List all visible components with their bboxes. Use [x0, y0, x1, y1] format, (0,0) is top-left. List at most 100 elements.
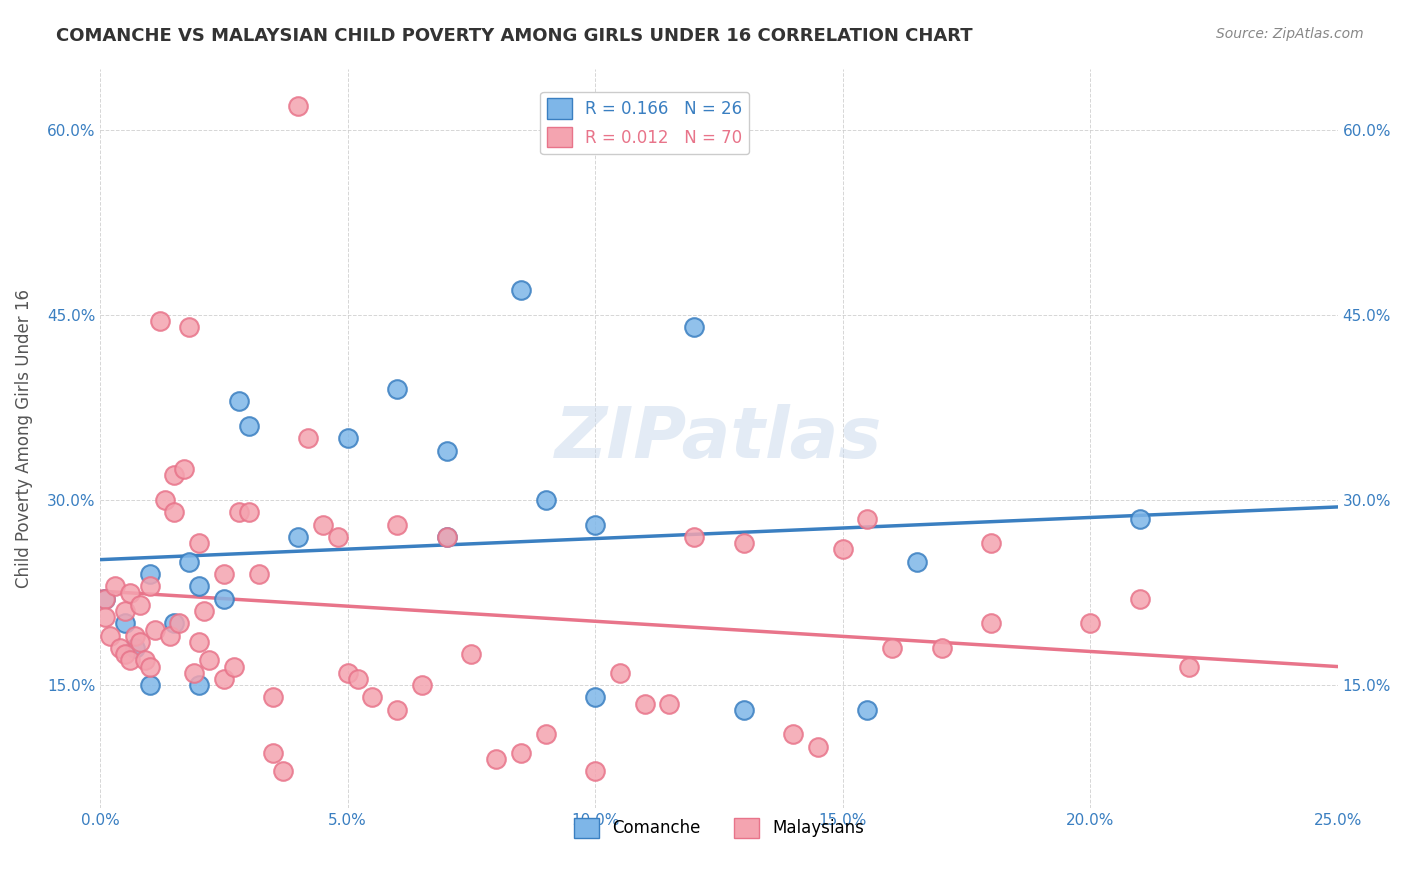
Point	[143, 623, 166, 637]
Point	[212, 672, 235, 686]
Point	[583, 517, 606, 532]
Point	[193, 604, 215, 618]
Point	[485, 752, 508, 766]
Point	[683, 530, 706, 544]
Point	[583, 764, 606, 779]
Point	[733, 703, 755, 717]
Point	[159, 629, 181, 643]
Point	[104, 579, 127, 593]
Point	[1178, 659, 1201, 673]
Point	[179, 555, 201, 569]
Point	[856, 703, 879, 717]
Point	[188, 635, 211, 649]
Point	[163, 616, 186, 631]
Point	[326, 530, 349, 544]
Point	[238, 506, 260, 520]
Point	[188, 678, 211, 692]
Point	[228, 394, 250, 409]
Legend: Comanche, Malaysians: Comanche, Malaysians	[567, 811, 870, 845]
Point	[188, 536, 211, 550]
Point	[683, 320, 706, 334]
Text: COMANCHE VS MALAYSIAN CHILD POVERTY AMONG GIRLS UNDER 16 CORRELATION CHART: COMANCHE VS MALAYSIAN CHILD POVERTY AMON…	[56, 27, 973, 45]
Point	[782, 727, 804, 741]
Point	[179, 320, 201, 334]
Text: ZIPatlas: ZIPatlas	[555, 404, 883, 473]
Point	[387, 703, 409, 717]
Point	[163, 506, 186, 520]
Point	[114, 648, 136, 662]
Point	[882, 641, 904, 656]
Point	[139, 659, 162, 673]
Point	[387, 517, 409, 532]
Point	[905, 555, 928, 569]
Point	[128, 598, 150, 612]
Point	[169, 616, 191, 631]
Point	[287, 98, 309, 112]
Point	[634, 697, 657, 711]
Point	[94, 610, 117, 624]
Point	[361, 690, 384, 705]
Point	[114, 616, 136, 631]
Text: Source: ZipAtlas.com: Source: ZipAtlas.com	[1216, 27, 1364, 41]
Point	[222, 659, 245, 673]
Point	[312, 517, 335, 532]
Point	[733, 536, 755, 550]
Point	[139, 579, 162, 593]
Point	[173, 462, 195, 476]
Point	[228, 506, 250, 520]
Point	[212, 567, 235, 582]
Point	[1129, 511, 1152, 525]
Point	[287, 530, 309, 544]
Point	[263, 746, 285, 760]
Point	[411, 678, 433, 692]
Point	[436, 530, 458, 544]
Point	[346, 672, 368, 686]
Point	[387, 382, 409, 396]
Point	[118, 653, 141, 667]
Y-axis label: Child Poverty Among Girls Under 16: Child Poverty Among Girls Under 16	[15, 289, 32, 588]
Point	[198, 653, 221, 667]
Point	[128, 635, 150, 649]
Point	[263, 690, 285, 705]
Point	[183, 665, 205, 680]
Point	[436, 530, 458, 544]
Point	[460, 648, 482, 662]
Point	[980, 616, 1002, 631]
Point	[931, 641, 953, 656]
Point	[94, 591, 117, 606]
Point	[273, 764, 295, 779]
Point	[114, 604, 136, 618]
Point	[238, 419, 260, 434]
Point	[118, 585, 141, 599]
Point	[108, 641, 131, 656]
Point	[856, 511, 879, 525]
Point	[436, 443, 458, 458]
Point	[583, 690, 606, 705]
Point	[139, 678, 162, 692]
Point	[510, 284, 533, 298]
Point	[336, 665, 359, 680]
Point	[153, 493, 176, 508]
Point	[336, 432, 359, 446]
Point	[247, 567, 270, 582]
Point	[124, 641, 146, 656]
Point	[807, 739, 830, 754]
Point	[831, 542, 853, 557]
Point	[124, 629, 146, 643]
Point	[139, 567, 162, 582]
Point	[658, 697, 681, 711]
Point	[534, 727, 557, 741]
Point	[212, 591, 235, 606]
Point	[510, 746, 533, 760]
Point	[297, 432, 319, 446]
Point	[1129, 591, 1152, 606]
Point	[98, 629, 121, 643]
Point	[163, 468, 186, 483]
Point	[134, 653, 156, 667]
Point	[534, 493, 557, 508]
Point	[1078, 616, 1101, 631]
Point	[149, 314, 172, 328]
Point	[188, 579, 211, 593]
Point	[980, 536, 1002, 550]
Point	[609, 665, 631, 680]
